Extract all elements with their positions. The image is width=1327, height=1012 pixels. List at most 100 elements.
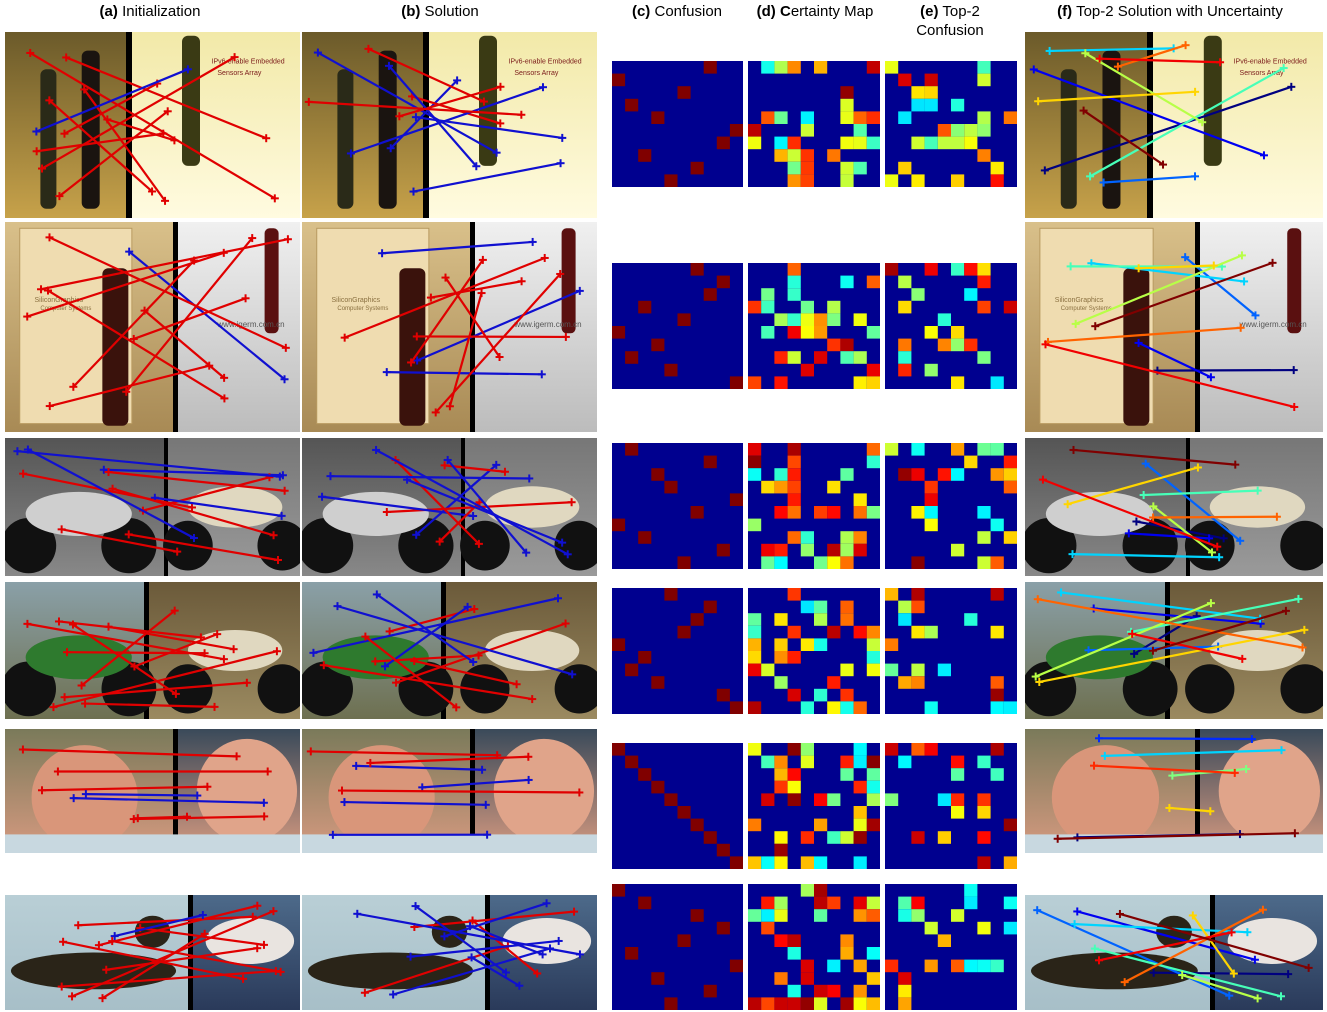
match-line <box>1153 971 1289 976</box>
match-line <box>1074 923 1248 934</box>
match-line <box>61 528 178 553</box>
row2-top2-confusion-matrix <box>885 263 1017 389</box>
matrix-cell <box>977 263 991 276</box>
matrix-cell <box>937 663 951 677</box>
match-line <box>416 289 581 362</box>
matrix-cell <box>677 625 691 639</box>
match-line <box>58 110 169 197</box>
matrix-cell <box>840 768 854 781</box>
matrix-cell <box>853 313 867 326</box>
matrix-cell <box>761 755 775 769</box>
matrix-cell <box>664 793 678 806</box>
row4-top2-solution <box>1025 582 1323 719</box>
matrix-cell <box>787 934 801 947</box>
match-line <box>1038 90 1196 103</box>
matrix-cell <box>748 376 762 389</box>
matrix-cell <box>774 506 788 519</box>
matrix-cell <box>774 843 788 857</box>
matrix-cell <box>866 625 880 639</box>
match-line <box>48 99 153 193</box>
matrix-cell <box>924 625 938 639</box>
matrix-cell <box>924 506 938 519</box>
matrix-cell <box>924 518 938 532</box>
matrix-cell <box>885 959 899 973</box>
header-top2-confusion: (e) Top-2 Confusion <box>916 3 984 39</box>
row4-initialization <box>5 582 300 719</box>
matrix-cell <box>729 856 743 869</box>
matrix-cell <box>827 959 841 973</box>
matrix-cell <box>703 455 717 469</box>
match-line <box>154 496 282 517</box>
matrix-cell <box>774 651 788 664</box>
match-line <box>370 755 529 765</box>
row5-certainty-map <box>748 743 880 869</box>
matrix-cell <box>937 136 951 150</box>
matrix-cell <box>911 288 925 301</box>
matrix-cell <box>951 338 965 352</box>
match-line <box>399 85 501 118</box>
matrix-cell <box>840 351 854 364</box>
matrix-cell <box>990 688 1004 702</box>
match-line <box>384 605 469 668</box>
matrix-cell <box>951 959 965 973</box>
matrix-cell <box>898 613 912 626</box>
matrix-cell <box>1003 701 1017 714</box>
row2-top2-solution: SiliconGraphics Computer Systems www.igerm… <box>1025 222 1323 432</box>
match-line <box>78 915 253 927</box>
match-line <box>410 259 484 364</box>
matrix-cell <box>977 556 991 569</box>
matrix-cell <box>787 480 801 494</box>
matrix-cell <box>800 600 814 614</box>
matrix-cell <box>964 288 978 301</box>
matrix-cell <box>964 896 978 910</box>
matrix-cell <box>761 111 775 124</box>
matrix-cell <box>677 86 691 99</box>
match-line <box>444 464 506 473</box>
match-line <box>313 597 559 654</box>
match-line <box>375 449 569 556</box>
match-line <box>1089 67 1285 178</box>
match-line <box>114 913 204 938</box>
matrix-cell <box>787 793 801 806</box>
matrix-cell <box>748 124 762 137</box>
matrix-cell <box>951 768 965 781</box>
matrix-cell <box>827 506 841 519</box>
match-line <box>413 659 517 686</box>
row2-initialization: SiliconGraphics Computer Systems www.igerm… <box>5 222 300 432</box>
matrix-cell <box>853 161 867 175</box>
matrix-cell <box>924 326 938 339</box>
matrix-cell <box>898 984 912 998</box>
matrix-cell <box>787 997 801 1010</box>
matrix-cell <box>898 755 912 769</box>
row2-certainty-map <box>748 263 880 389</box>
row6-initialization <box>5 895 300 1010</box>
matrix-cell <box>866 111 880 124</box>
matrix-cell <box>703 984 717 998</box>
matrix-cell <box>990 701 1004 714</box>
matrix-cell <box>840 997 854 1010</box>
matrix-cell <box>787 455 801 469</box>
matrix-cell <box>827 831 841 844</box>
matrix-cell <box>898 600 912 614</box>
matrix-cell <box>951 263 965 276</box>
matrix-cell <box>1003 300 1017 314</box>
matrix-cell <box>840 543 854 557</box>
matrix-cell <box>977 755 991 769</box>
row3-top2-confusion-matrix <box>885 443 1017 569</box>
matrix-cell <box>990 625 1004 639</box>
header-solution: (b) Solution <box>401 3 479 20</box>
matrix-cell <box>774 351 788 364</box>
matrix-cell <box>748 468 762 481</box>
matrix-cell <box>840 111 854 124</box>
right-image <box>1200 222 1323 432</box>
matrix-cell <box>814 313 828 326</box>
matrix-cell <box>612 326 626 339</box>
matrix-cell <box>677 313 691 326</box>
match-line <box>422 778 529 789</box>
matrix-cell <box>853 755 867 769</box>
match-line <box>1060 591 1261 620</box>
left-image <box>5 32 126 218</box>
matrix-cell <box>911 468 925 481</box>
matrix-cell <box>748 518 762 532</box>
box-text: Computer Systems <box>40 306 91 312</box>
